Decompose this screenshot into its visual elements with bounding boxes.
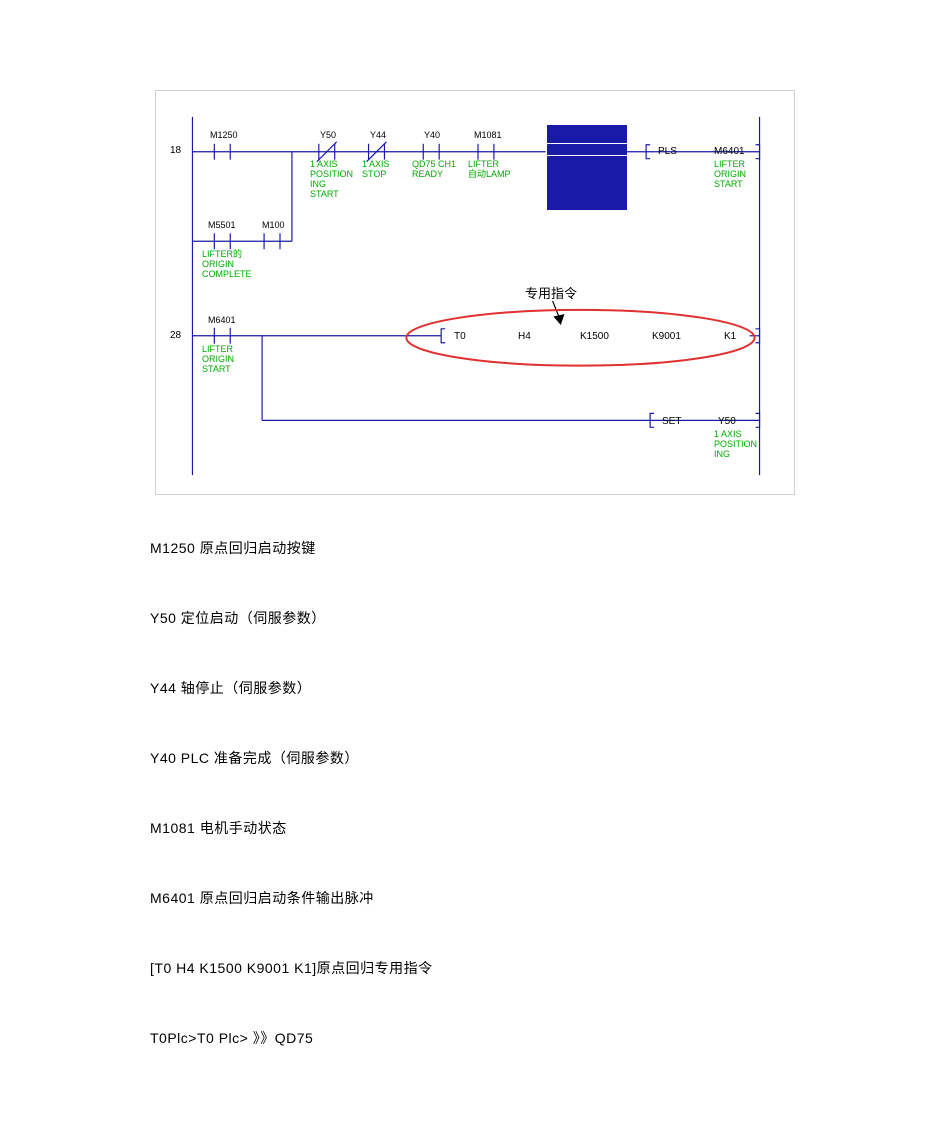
desc-item: Y50 定位启动（伺服参数）: [150, 608, 790, 628]
page-root: 18 28 M1250 Y50 1 AXIS POSITION ING STAR…: [0, 0, 945, 1123]
contact-desc-m1081: LIFTER 自动LAMP: [468, 160, 511, 180]
rung-number-28: 28: [170, 330, 181, 341]
instr-k9001: K9001: [652, 331, 681, 342]
contact-desc-y50: 1 AXIS POSITION ING START: [310, 160, 353, 200]
instr-k1: K1: [724, 331, 736, 342]
instr-h4: H4: [518, 331, 531, 342]
output-y50: Y50: [718, 416, 736, 427]
contact-desc-y40: QD75 CH1 READY: [412, 160, 456, 180]
contact-label-m6401b: M6401: [208, 316, 236, 326]
desc-item: Y44 轴停止（伺服参数）: [150, 678, 790, 698]
description-list: M1250 原点回归启动按键 Y50 定位启动（伺服参数） Y44 轴停止（伺服…: [150, 538, 790, 1098]
contact-desc-m5501: LIFTER的 ORIGIN COMPLETE: [202, 250, 252, 280]
contact-label-y50: Y50: [320, 131, 336, 141]
output-m6401: M6401: [714, 146, 745, 157]
contact-desc-m6401b: LIFTER ORIGIN START: [202, 345, 234, 375]
output-m6401-desc: LIFTER ORIGIN START: [714, 160, 746, 190]
desc-item: M6401 原点回归启动条件输出脉冲: [150, 888, 790, 908]
contact-label-y44: Y44: [370, 131, 386, 141]
ladder-diagram: 18 28 M1250 Y50 1 AXIS POSITION ING STAR…: [162, 97, 788, 488]
desc-item: [T0 H4 K1500 K9001 K1]原点回归专用指令: [150, 958, 790, 978]
contact-label-m1250: M1250: [210, 131, 238, 141]
contact-label-y40: Y40: [424, 131, 440, 141]
contact-label-m1081: M1081: [474, 131, 502, 141]
output-y50-desc: 1 AXIS POSITION ING: [714, 430, 757, 460]
instr-k1500: K1500: [580, 331, 609, 342]
instr-t0: T0: [454, 331, 466, 342]
desc-item: M1081 电机手动状态: [150, 818, 790, 838]
ladder-diagram-container: 18 28 M1250 Y50 1 AXIS POSITION ING STAR…: [155, 90, 795, 495]
desc-item: M1250 原点回归启动按键: [150, 538, 790, 558]
annotation-label: 专用指令: [525, 283, 577, 302]
output-set: SET: [662, 416, 681, 427]
contact-label-m100: M100: [262, 221, 285, 231]
output-pls: PLS: [658, 146, 677, 157]
contact-label-m5501: M5501: [208, 221, 236, 231]
contact-desc-y44: 1 AXIS STOP: [362, 160, 390, 180]
ladder-svg: [162, 97, 788, 488]
desc-item: Y40 PLC 准备完成（伺服参数）: [150, 748, 790, 768]
blue-block: [547, 125, 627, 210]
desc-item: T0Plc>T0 Plc> 》》QD75: [150, 1028, 790, 1048]
rung-number-18: 18: [170, 145, 181, 156]
